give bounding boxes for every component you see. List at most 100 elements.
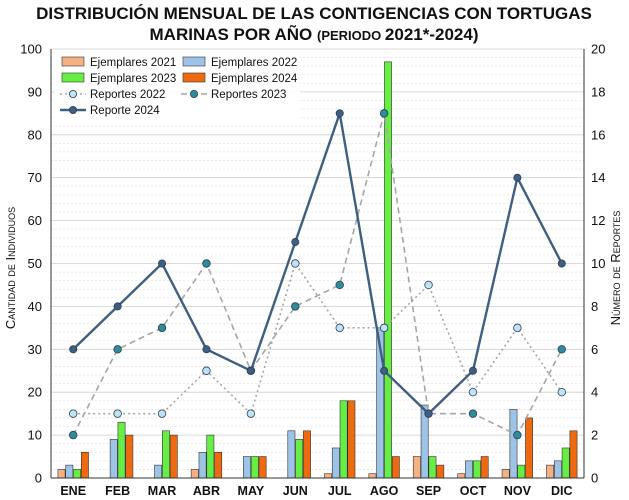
point-reportes-2022 [246, 409, 256, 418]
point-reportes-2023 [69, 430, 78, 440]
point-reporte-2024 [202, 345, 211, 354]
y2-tick-label: 8 [591, 299, 598, 314]
point-reportes-2022 [513, 323, 522, 333]
y2-tick-label: 4 [591, 385, 598, 400]
bar-ejemplares-2023 [73, 469, 82, 479]
point-reporte-2024 [291, 238, 300, 247]
y2-tick-label: 14 [591, 170, 605, 185]
point-reportes-2022 [69, 409, 78, 418]
y2-tick-label: 2 [591, 428, 598, 443]
axes: 0 10 20 30 40 50 60 70 80 90 100 0 2 4 6 8 10 12 14 16 18 20 E… [20, 42, 605, 499]
line-reportes-2022 [73, 261, 563, 416]
x-tick-label: JUL [328, 484, 352, 498]
bar-ejemplares-2023 [117, 421, 126, 479]
bar-ejemplares-2024 [214, 451, 223, 479]
y-tick-label: 90 [28, 84, 42, 99]
point-reportes-2022 [291, 259, 300, 268]
chart-title-period: (PERIODO [317, 28, 385, 43]
legend-label: Ejemplares 2023 [90, 73, 176, 85]
chart-title-line2: MARINAS POR AÑO (PERIODO 2021*-2024) [150, 24, 479, 44]
point-reportes-2022 [468, 388, 478, 397]
point-reportes-2023 [513, 430, 522, 440]
y-tick-label: 40 [28, 299, 42, 314]
bar-ejemplares-2024 [525, 417, 533, 479]
bar-ejemplares-2023 [162, 430, 170, 479]
point-reportes-2023 [468, 409, 478, 418]
point-reporte-2024 [513, 173, 522, 182]
bar-ejemplares-2021 [412, 456, 421, 479]
y2-tick-label: 18 [591, 84, 605, 99]
bar-ejemplares-2022 [509, 409, 518, 479]
point-reportes-2022 [379, 323, 389, 333]
point-reportes-2023 [202, 259, 211, 268]
y-tick-label: 20 [28, 385, 42, 400]
point-reportes-2023 [113, 345, 122, 354]
x-tick-label: OCT [460, 484, 487, 498]
y2-axis-label: Número de Reportes [608, 211, 623, 326]
x-tick-label: SEP [416, 484, 441, 498]
point-reportes-2023 [291, 302, 300, 311]
y-tick-label: 50 [28, 256, 42, 271]
bar-ejemplares-2024 [480, 456, 489, 479]
bar-ejemplares-2023 [428, 456, 437, 479]
bar-ejemplares-2024 [125, 434, 134, 479]
bar-ejemplares-2022 [553, 460, 562, 479]
bar-ejemplares-2022 [243, 456, 251, 479]
bar-ejemplares-2021 [546, 464, 554, 479]
y-tick-label: 0 [35, 471, 42, 486]
gridlines [51, 48, 584, 470]
report-lines [69, 109, 566, 440]
chart-title-line1: DISTRIBUCIÓN MENSUAL DE LAS CONTIGENCIAS… [36, 4, 592, 23]
legend-swatch [182, 56, 206, 67]
bar-ejemplares-2022 [287, 430, 296, 479]
y-tick-label: 30 [28, 342, 42, 357]
legend-marker [189, 90, 198, 99]
bar-ejemplares-2024 [569, 430, 578, 479]
point-reportes-2022 [335, 323, 344, 333]
bar-ejemplares-2022 [331, 447, 340, 479]
x-tick-label: JUN [283, 484, 308, 498]
bar-ejemplares-2022 [109, 439, 118, 479]
legend-label: Ejemplares 2021 [90, 57, 176, 69]
y-tick-label: 100 [20, 42, 42, 57]
y2-tick-label: 0 [591, 471, 598, 486]
chart-title-main: MARINAS POR AÑO [150, 24, 318, 44]
y2-tick-label: 16 [591, 127, 605, 142]
point-reportes-2023 [157, 323, 167, 333]
y-tick-label: 80 [28, 127, 42, 142]
bar-ejemplares-2021 [57, 469, 66, 479]
point-reporte-2024 [557, 259, 566, 268]
point-reporte-2024 [424, 409, 433, 418]
y-tick-label: 70 [28, 170, 42, 185]
bar-ejemplares-2023 [517, 464, 526, 479]
legend-swatch [61, 56, 85, 67]
point-reporte-2024 [69, 345, 78, 354]
legend-marker [69, 106, 78, 115]
x-tick-label: ABR [193, 484, 220, 498]
y2-tick-label: 10 [591, 256, 605, 271]
point-reportes-2022 [424, 280, 433, 290]
y2-tick-label: 6 [591, 342, 598, 357]
bars [57, 61, 578, 479]
point-reporte-2024 [335, 109, 344, 118]
x-tick-label: NOV [504, 484, 532, 498]
x-tick-label: ENE [60, 484, 86, 498]
bar-ejemplares-2024 [436, 464, 445, 479]
bar-ejemplares-2021 [501, 469, 510, 479]
bar-ejemplares-2023 [250, 456, 259, 479]
point-reportes-2023 [379, 109, 389, 118]
bar-ejemplares-2024 [303, 430, 311, 479]
point-reporte-2024 [246, 366, 255, 375]
y-axis-label: Cantidad de Individuos [3, 207, 18, 329]
bar-ejemplares-2023 [561, 447, 570, 479]
point-reportes-2023 [557, 345, 566, 354]
y2-tick-label: 20 [591, 42, 605, 57]
legend-background [54, 52, 300, 119]
line-reportes-2023 [72, 113, 563, 437]
bar-ejemplares-2022 [154, 464, 163, 479]
point-reporte-2024 [158, 259, 167, 268]
point-reportes-2023 [335, 280, 344, 290]
legend-label: Ejemplares 2024 [211, 73, 298, 85]
bar-ejemplares-2021 [457, 473, 466, 479]
